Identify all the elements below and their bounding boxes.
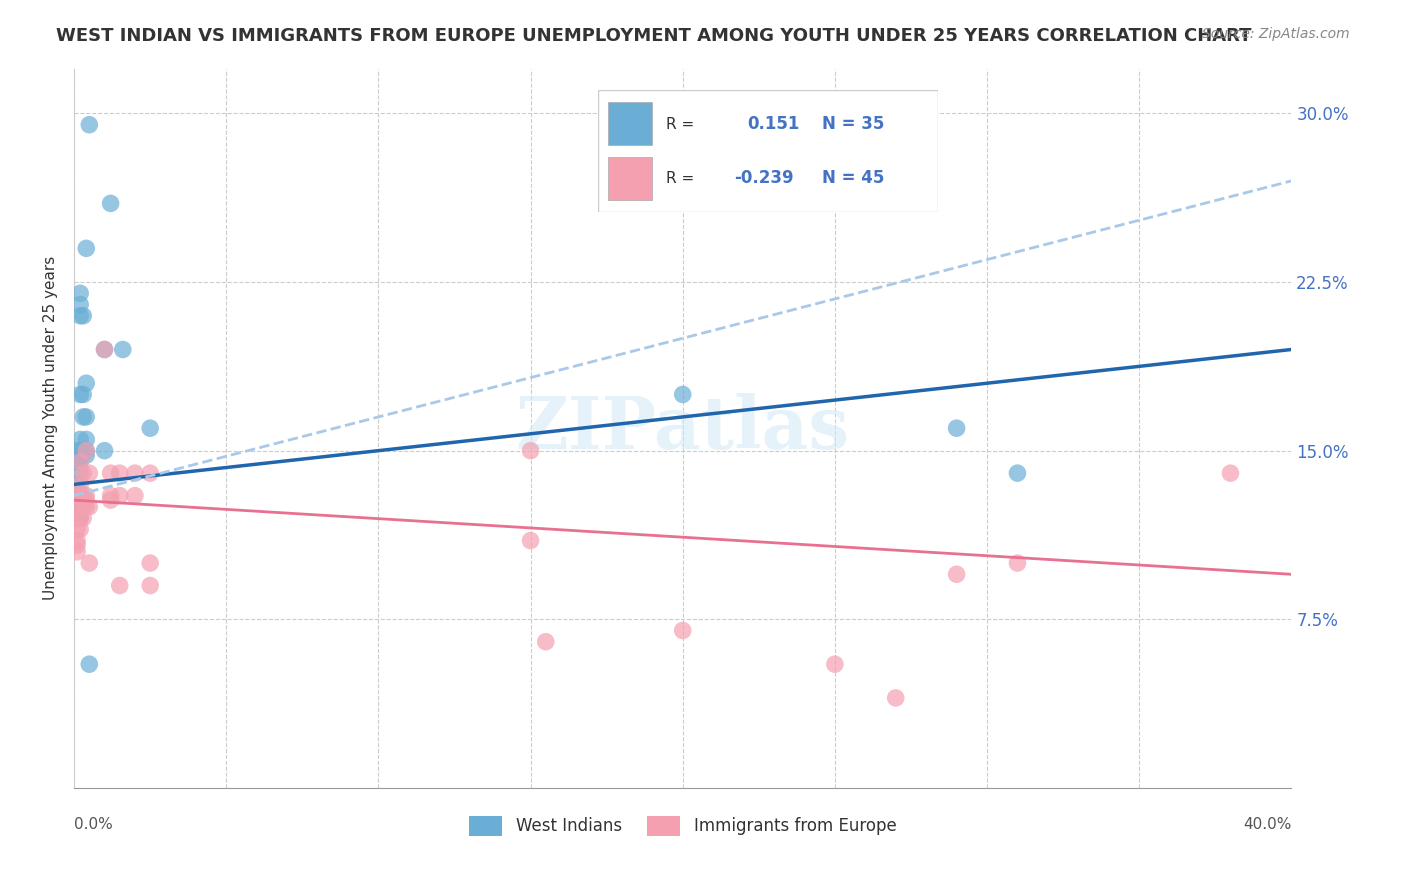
Point [69,477,91,491]
Point [69,455,91,469]
Point [69,433,91,447]
Point [1007,556,1029,570]
Point [111,343,134,357]
Point [69,286,91,301]
Point [75,376,97,391]
Point [139,421,162,435]
Point [884,690,907,705]
Point [69,500,91,514]
Point [69,489,91,503]
Point [72,466,94,480]
Point [139,466,162,480]
Point [69,489,91,503]
Point [79,657,101,672]
Point [75,489,97,503]
Point [72,387,94,401]
Point [534,634,557,648]
Point [945,567,967,582]
Point [66,522,89,536]
Point [66,500,89,514]
Point [108,466,131,480]
Point [69,309,91,323]
Point [79,118,101,132]
Point [69,448,91,462]
Point [66,489,89,503]
Point [66,533,89,548]
Point [139,556,162,570]
Point [69,511,91,525]
Point [75,409,97,424]
Point [66,455,89,469]
Point [66,545,89,559]
Point [75,500,97,514]
Point [66,489,89,503]
Text: 0.0%: 0.0% [75,816,112,831]
Point [69,511,91,525]
Point [124,489,146,503]
Text: ZIPatlas: ZIPatlas [516,392,849,464]
Point [72,409,94,424]
Legend: West Indians, Immigrants from Europe: West Indians, Immigrants from Europe [461,807,904,844]
Point [79,500,101,514]
Point [519,533,541,548]
Point [1007,466,1029,480]
Point [72,511,94,525]
Point [100,489,122,503]
Point [100,196,122,211]
Point [93,343,115,357]
Point [672,387,695,401]
Point [124,466,146,480]
Point [100,493,122,508]
Point [69,522,91,536]
Point [72,500,94,514]
Point [672,624,695,638]
Point [75,493,97,508]
Point [824,657,846,672]
Point [75,443,97,458]
Point [75,443,97,458]
Point [79,556,101,570]
Point [72,489,94,503]
Point [66,538,89,552]
Point [69,455,91,469]
Point [69,443,91,458]
Point [108,489,131,503]
Point [79,466,101,480]
Point [1219,466,1241,480]
Point [66,511,89,525]
Point [100,466,122,480]
Point [72,309,94,323]
Point [69,500,91,514]
Point [945,421,967,435]
Point [69,466,91,480]
Text: Source: ZipAtlas.com: Source: ZipAtlas.com [1202,27,1350,41]
Point [93,443,115,458]
Point [69,387,91,401]
Point [69,297,91,311]
Point [75,448,97,462]
Text: WEST INDIAN VS IMMIGRANTS FROM EUROPE UNEMPLOYMENT AMONG YOUTH UNDER 25 YEARS CO: WEST INDIAN VS IMMIGRANTS FROM EUROPE UN… [56,27,1251,45]
Point [93,343,115,357]
Point [139,578,162,592]
Point [75,433,97,447]
Point [108,578,131,592]
Y-axis label: Unemployment Among Youth under 25 years: Unemployment Among Youth under 25 years [44,256,58,600]
Point [66,477,89,491]
Point [519,443,541,458]
Point [75,241,97,255]
Text: 40.0%: 40.0% [1243,816,1291,831]
Point [66,443,89,458]
